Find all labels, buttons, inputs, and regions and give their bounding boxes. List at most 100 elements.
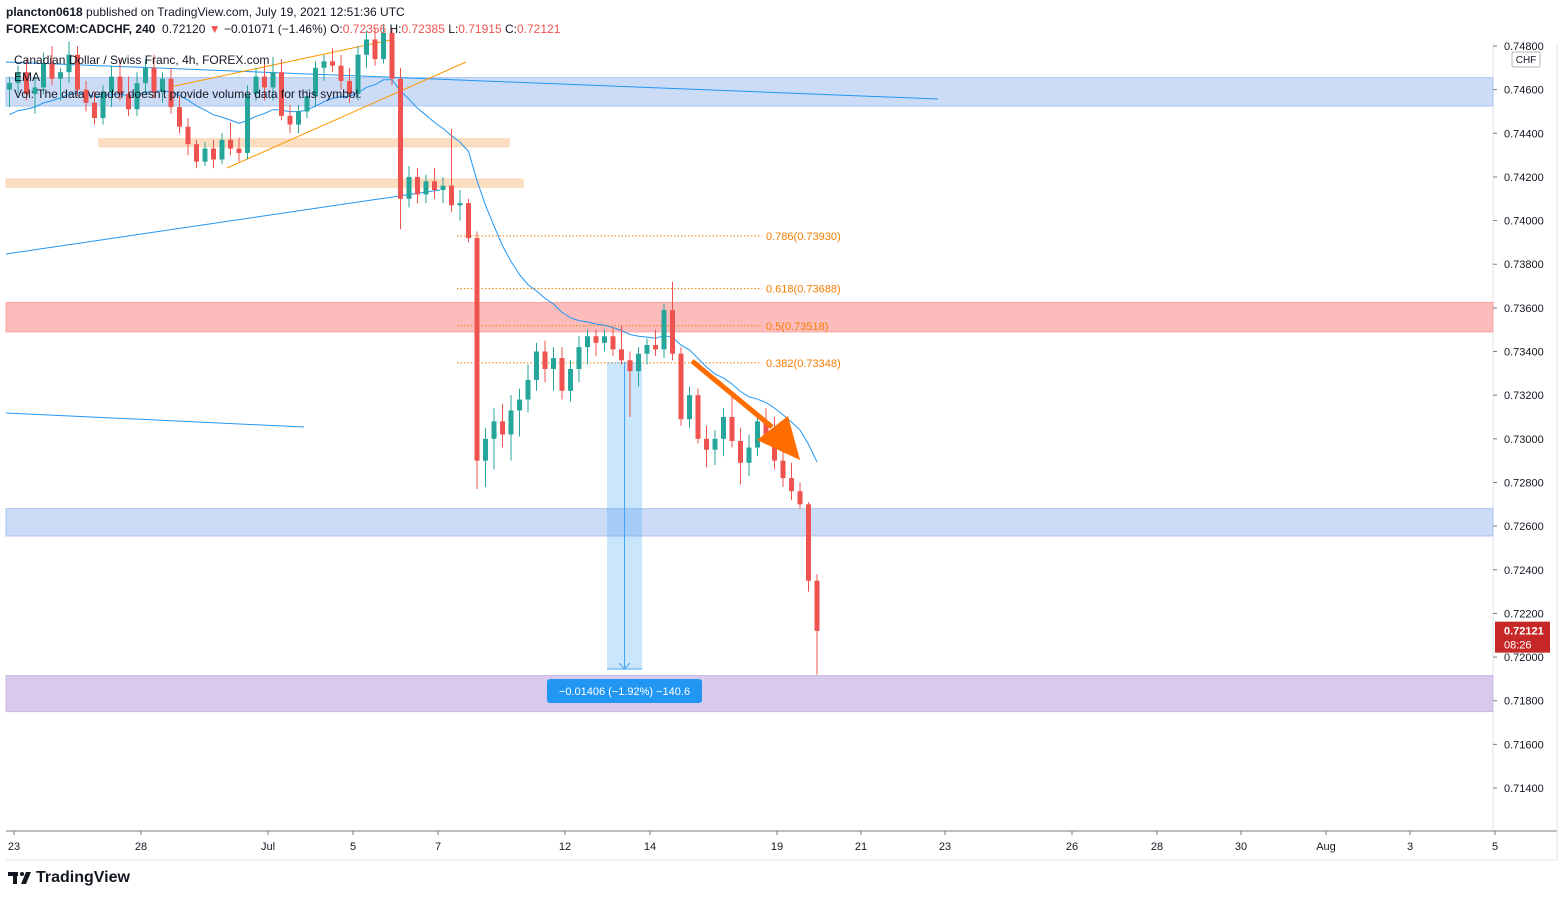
- candle[interactable]: [83, 80, 89, 112]
- candle[interactable]: [270, 56, 276, 101]
- candle[interactable]: [576, 336, 582, 383]
- candle[interactable]: [185, 118, 191, 156]
- legend-title[interactable]: Canadian Dollar / Swiss Franc, 4h, FOREX…: [14, 53, 270, 67]
- trend-line-upper[interactable]: [5, 61, 939, 100]
- candle[interactable]: [143, 59, 148, 95]
- candle[interactable]: [330, 48, 335, 73]
- candle[interactable]: [160, 72, 165, 103]
- candle[interactable]: [746, 434, 752, 476]
- candle[interactable]: [389, 28, 395, 86]
- candle[interactable]: [636, 347, 641, 387]
- channel-upper-line[interactable]: [169, 39, 391, 88]
- forecast-arrow-shaft[interactable]: [690, 359, 774, 429]
- candle[interactable]: [364, 30, 369, 68]
- candle[interactable]: [738, 427, 743, 485]
- red-zone-3[interactable]: [5, 301, 1494, 333]
- blue-zone-4[interactable]: [5, 508, 1494, 537]
- trend-line-lower[interactable]: [5, 412, 305, 428]
- candle[interactable]: [474, 231, 480, 490]
- candle[interactable]: [228, 122, 233, 156]
- candle[interactable]: [644, 338, 650, 365]
- candle[interactable]: [15, 65, 21, 95]
- candle[interactable]: [466, 198, 471, 243]
- candle[interactable]: [262, 63, 267, 101]
- orange-zone-1[interactable]: [98, 138, 510, 148]
- candle[interactable]: [534, 342, 539, 391]
- purple-zone-5[interactable]: [5, 675, 1494, 713]
- candle[interactable]: [653, 329, 658, 356]
- candle[interactable]: [347, 67, 352, 103]
- candle[interactable]: [627, 351, 633, 417]
- candle[interactable]: [508, 395, 514, 461]
- candle[interactable]: [500, 403, 505, 448]
- candle[interactable]: [406, 166, 412, 208]
- candle[interactable]: [126, 76, 131, 116]
- candle[interactable]: [525, 364, 531, 413]
- candle[interactable]: [610, 327, 616, 356]
- candle[interactable]: [58, 67, 63, 101]
- candle[interactable]: [296, 104, 301, 134]
- candle[interactable]: [338, 54, 344, 90]
- candle[interactable]: [729, 392, 735, 448]
- candle[interactable]: [398, 67, 403, 230]
- candle[interactable]: [7, 76, 12, 108]
- candle[interactable]: [432, 168, 437, 199]
- candle[interactable]: [287, 104, 293, 134]
- candle[interactable]: [202, 142, 208, 167]
- candle[interactable]: [593, 329, 599, 356]
- candle[interactable]: [449, 128, 454, 212]
- candle[interactable]: [321, 54, 327, 81]
- symbol-interval[interactable]: FOREXCOM:CADCHF, 240: [6, 22, 156, 36]
- candle[interactable]: [789, 462, 794, 500]
- candle[interactable]: [585, 329, 590, 365]
- candle[interactable]: [542, 340, 548, 383]
- ema-line[interactable]: [9, 79, 818, 463]
- channel-lower-line[interactable]: [226, 61, 467, 169]
- candle[interactable]: [279, 59, 284, 121]
- candle[interactable]: [32, 76, 38, 114]
- candle[interactable]: [661, 303, 667, 359]
- candle[interactable]: [304, 89, 310, 119]
- candle[interactable]: [483, 427, 488, 487]
- candle[interactable]: [559, 347, 565, 400]
- orange-zone-2[interactable]: [5, 178, 524, 188]
- candle[interactable]: [814, 574, 820, 675]
- candle[interactable]: [41, 52, 46, 95]
- candle[interactable]: [602, 329, 607, 352]
- candle[interactable]: [568, 360, 573, 402]
- candle[interactable]: [678, 347, 684, 426]
- author-name[interactable]: plancton0618: [6, 5, 83, 19]
- candle[interactable]: [712, 430, 718, 466]
- candle[interactable]: [755, 412, 760, 457]
- candle[interactable]: [670, 281, 675, 361]
- candle[interactable]: [440, 176, 446, 204]
- candle[interactable]: [92, 91, 97, 125]
- candle[interactable]: [194, 139, 199, 169]
- candle[interactable]: [24, 59, 29, 101]
- candle[interactable]: [797, 482, 803, 509]
- candle[interactable]: [100, 85, 106, 125]
- candle[interactable]: [687, 386, 692, 428]
- candle[interactable]: [134, 72, 140, 116]
- candle[interactable]: [211, 139, 216, 169]
- legend-ema[interactable]: EMA: [14, 70, 41, 84]
- candle[interactable]: [49, 46, 55, 86]
- candle[interactable]: [168, 67, 174, 114]
- candle[interactable]: [415, 168, 420, 204]
- candle[interactable]: [151, 54, 157, 99]
- legend-volume[interactable]: Vol: The data vendor doesn't provide vol…: [14, 87, 362, 101]
- candle[interactable]: [423, 174, 429, 204]
- candle[interactable]: [704, 425, 709, 468]
- candle[interactable]: [457, 190, 463, 221]
- candle[interactable]: [236, 137, 242, 162]
- tradingview-logo[interactable]: TradingView: [8, 869, 130, 887]
- candle[interactable]: [806, 502, 811, 592]
- trend-line-rising[interactable]: [5, 189, 441, 255]
- candle[interactable]: [721, 408, 726, 457]
- candle[interactable]: [381, 24, 386, 64]
- candle[interactable]: [355, 46, 361, 101]
- candle[interactable]: [219, 133, 225, 164]
- candle[interactable]: [491, 408, 497, 470]
- candle[interactable]: [109, 65, 114, 108]
